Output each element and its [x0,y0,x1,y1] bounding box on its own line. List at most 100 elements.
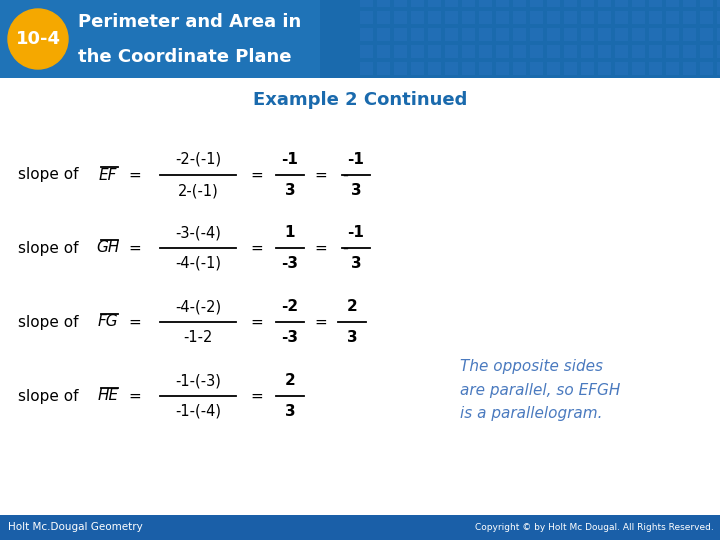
FancyBboxPatch shape [581,45,594,58]
FancyBboxPatch shape [530,45,543,58]
Text: =: = [250,167,263,183]
Text: The opposite sides
are parallel, so EFGH
is a parallelogram.: The opposite sides are parallel, so EFGH… [460,359,621,421]
Text: =: = [250,314,263,329]
FancyBboxPatch shape [445,0,458,7]
FancyBboxPatch shape [547,62,560,75]
FancyBboxPatch shape [462,45,475,58]
FancyBboxPatch shape [428,45,441,58]
FancyBboxPatch shape [496,0,509,7]
FancyBboxPatch shape [462,28,475,41]
FancyBboxPatch shape [717,62,720,75]
FancyBboxPatch shape [564,28,577,41]
Text: 3: 3 [347,330,357,345]
FancyBboxPatch shape [615,28,628,41]
Text: =: = [128,314,140,329]
Text: -1-2: -1-2 [184,330,212,345]
FancyBboxPatch shape [445,28,458,41]
FancyBboxPatch shape [462,62,475,75]
FancyBboxPatch shape [717,0,720,7]
FancyBboxPatch shape [428,28,441,41]
FancyBboxPatch shape [547,0,560,7]
FancyBboxPatch shape [649,62,662,75]
FancyBboxPatch shape [377,0,390,7]
FancyBboxPatch shape [428,11,441,24]
FancyBboxPatch shape [394,28,407,41]
FancyBboxPatch shape [394,11,407,24]
Text: -4-(-1): -4-(-1) [175,256,221,271]
FancyBboxPatch shape [717,45,720,58]
Text: -1: -1 [282,152,298,167]
FancyBboxPatch shape [581,11,594,24]
Text: slope of: slope of [18,167,78,183]
FancyBboxPatch shape [649,28,662,41]
FancyBboxPatch shape [632,11,645,24]
FancyBboxPatch shape [632,62,645,75]
FancyBboxPatch shape [479,11,492,24]
Text: -4-(-2): -4-(-2) [175,299,221,314]
Text: -1-(-4): -1-(-4) [175,404,221,419]
FancyBboxPatch shape [496,28,509,41]
Text: slope of: slope of [18,388,78,403]
FancyBboxPatch shape [700,45,713,58]
FancyBboxPatch shape [530,0,543,7]
FancyBboxPatch shape [615,45,628,58]
FancyBboxPatch shape [530,11,543,24]
FancyBboxPatch shape [598,45,611,58]
Text: -3: -3 [282,330,299,345]
FancyBboxPatch shape [683,45,696,58]
Text: -3-(-4): -3-(-4) [175,225,221,240]
FancyBboxPatch shape [700,28,713,41]
FancyBboxPatch shape [666,62,679,75]
FancyBboxPatch shape [700,0,713,7]
FancyBboxPatch shape [428,0,441,7]
Text: -2: -2 [282,299,299,314]
Text: -1-(-3): -1-(-3) [175,373,221,388]
FancyBboxPatch shape [581,62,594,75]
FancyBboxPatch shape [360,45,373,58]
FancyBboxPatch shape [717,11,720,24]
Text: 10-4: 10-4 [16,30,60,48]
FancyBboxPatch shape [394,0,407,7]
FancyBboxPatch shape [496,62,509,75]
FancyBboxPatch shape [513,11,526,24]
Text: =: = [128,388,140,403]
Text: =: = [314,167,327,183]
FancyBboxPatch shape [564,11,577,24]
FancyBboxPatch shape [598,11,611,24]
FancyBboxPatch shape [598,28,611,41]
FancyBboxPatch shape [360,62,373,75]
FancyBboxPatch shape [683,0,696,7]
Text: =: = [250,240,263,255]
FancyBboxPatch shape [394,62,407,75]
Text: 2-(-1): 2-(-1) [178,183,218,198]
FancyBboxPatch shape [496,11,509,24]
FancyBboxPatch shape [615,0,628,7]
FancyBboxPatch shape [496,45,509,58]
FancyBboxPatch shape [615,11,628,24]
FancyBboxPatch shape [666,11,679,24]
FancyBboxPatch shape [513,28,526,41]
FancyBboxPatch shape [513,0,526,7]
FancyBboxPatch shape [479,45,492,58]
FancyBboxPatch shape [411,0,424,7]
FancyBboxPatch shape [513,62,526,75]
FancyBboxPatch shape [581,28,594,41]
Text: 3: 3 [351,183,361,198]
FancyBboxPatch shape [479,62,492,75]
Text: -1: -1 [348,152,364,167]
Text: the Coordinate Plane: the Coordinate Plane [78,48,292,66]
Text: 2: 2 [346,299,357,314]
Text: Copyright © by Holt Mc Dougal. All Rights Reserved.: Copyright © by Holt Mc Dougal. All Right… [475,523,714,532]
Text: GH: GH [96,240,120,255]
FancyBboxPatch shape [530,28,543,41]
FancyBboxPatch shape [445,11,458,24]
FancyBboxPatch shape [700,11,713,24]
Text: 3: 3 [284,183,295,198]
FancyBboxPatch shape [428,62,441,75]
FancyBboxPatch shape [377,28,390,41]
Text: -3: -3 [282,256,299,271]
Text: slope of: slope of [18,314,78,329]
Text: =: = [128,167,140,183]
FancyBboxPatch shape [479,28,492,41]
FancyBboxPatch shape [530,62,543,75]
